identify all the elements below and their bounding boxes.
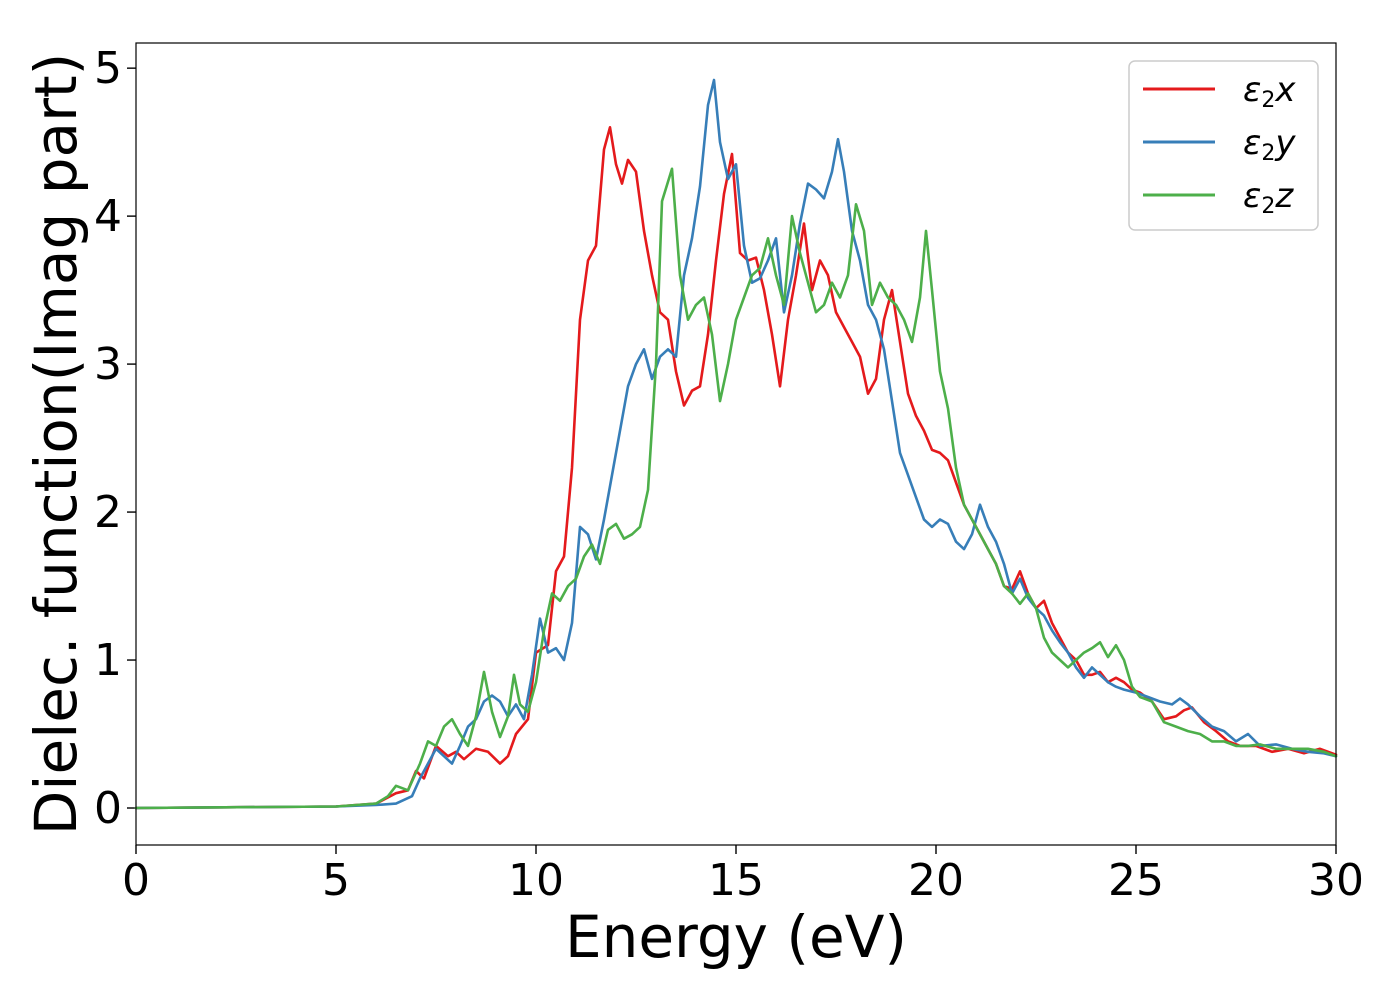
x-axis-label: Energy (eV) [565, 903, 907, 971]
series-line-ε2y [134, 78, 1338, 810]
x-tick-label: 15 [708, 855, 764, 906]
plot-frame [135, 42, 1337, 846]
series-line-ε2x [134, 126, 1338, 810]
y-tick-label: 4 [94, 191, 122, 242]
series-layer [134, 78, 1338, 810]
x-tick-label: 20 [908, 855, 964, 906]
x-tick-label: 0 [122, 855, 150, 906]
x-tick-label: 5 [322, 855, 350, 906]
x-tick-label: 10 [508, 855, 564, 906]
y-tick-label: 1 [94, 635, 122, 686]
legend-label: ε2y [1243, 123, 1296, 166]
legend-label: ε2z [1243, 176, 1294, 219]
x-tick-label: 25 [1108, 855, 1164, 906]
legend: ε2x ε2y ε2z [1128, 60, 1319, 231]
x-tick-label: 30 [1308, 855, 1364, 906]
y-axis-ticks: 0 1 2 3 4 5 [94, 43, 136, 834]
legend-label: ε2x [1243, 70, 1296, 113]
y-tick-label: 3 [94, 339, 122, 390]
y-axis-label: Dielec. function(Imag part) [22, 53, 90, 836]
legend-box [1128, 60, 1319, 231]
y-tick-label: 2 [94, 487, 122, 538]
series-line-ε2z [134, 167, 1338, 810]
x-axis-ticks: 0 5 10 15 20 25 30 [122, 845, 1364, 906]
y-tick-label: 5 [94, 43, 122, 94]
y-tick-label: 0 [94, 783, 122, 834]
